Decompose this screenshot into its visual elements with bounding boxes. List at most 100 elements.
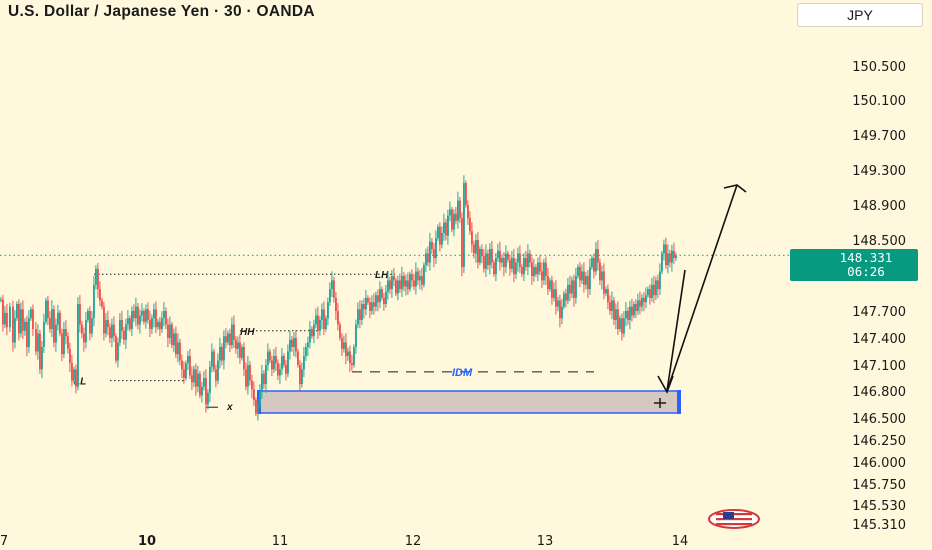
candle-body [417, 271, 419, 281]
candle-body [397, 280, 399, 294]
candle-body [623, 318, 625, 334]
candle-body [49, 318, 51, 329]
candle-body [357, 309, 359, 325]
demand-zone[interactable] [257, 390, 681, 414]
candle-body [467, 205, 469, 219]
candle-body [601, 271, 603, 281]
candle-body [519, 253, 521, 267]
candle-body [267, 351, 269, 365]
candle-body [465, 183, 467, 205]
candle-body [289, 339, 291, 352]
candle-body [667, 253, 669, 266]
candle-body [131, 311, 133, 329]
candle-body [285, 365, 287, 374]
projection-arrow[interactable] [657, 184, 747, 394]
x-label: x [226, 402, 233, 413]
candle-body [455, 213, 457, 221]
candle-body [303, 356, 305, 370]
candle-body [381, 289, 383, 298]
candle-body [237, 342, 239, 349]
candle-body [145, 309, 147, 322]
candle-body [525, 258, 527, 267]
price-tick-label: 145.310 [852, 518, 906, 533]
candle-body [99, 289, 101, 301]
candle-body [517, 253, 519, 263]
candle-body [277, 363, 279, 376]
candle-body [315, 315, 317, 325]
candle-body [0, 299, 2, 301]
candle-body [593, 258, 595, 272]
candle-body [141, 311, 143, 316]
candle-body [283, 356, 285, 365]
candle-body [339, 324, 341, 338]
price-axis[interactable]: 150.500 150.100 149.700 149.300 148.900 148.5… [852, 60, 906, 533]
candle-body [279, 369, 281, 376]
candle-body [659, 271, 661, 290]
candle-body [605, 289, 607, 294]
candle-body [547, 276, 549, 290]
candle-body [499, 250, 501, 263]
candle-body [6, 312, 8, 328]
candle-body [653, 284, 655, 296]
candle-body [169, 324, 171, 338]
candle-body [241, 347, 243, 358]
candle-body [233, 324, 235, 340]
candle-body [485, 253, 487, 269]
candle-body [649, 289, 651, 298]
candle-body [111, 324, 113, 338]
candle-body [69, 348, 71, 364]
time-axis[interactable]: 7 10 11 12 13 14 [0, 534, 688, 549]
candle-body [481, 249, 483, 257]
candle-body [569, 284, 571, 294]
candle-body [581, 271, 583, 281]
flag-canton [723, 512, 734, 519]
candle-body [217, 360, 219, 381]
candle-body [509, 259, 511, 269]
candle-body [271, 360, 273, 370]
candle-body [355, 324, 357, 347]
candle-body [183, 369, 185, 378]
candle-body [345, 342, 347, 356]
candle-body [113, 324, 115, 337]
candle-body [491, 249, 493, 263]
candle-body [439, 226, 441, 245]
candle-body [59, 312, 61, 334]
candle-body [14, 318, 16, 343]
candle-body [101, 300, 103, 307]
candle-body [225, 336, 227, 343]
candle-body [187, 356, 189, 364]
candle-body [477, 240, 479, 263]
candle-body [419, 276, 421, 281]
candle-body [401, 276, 403, 290]
candle-body [229, 333, 231, 346]
candle-body [317, 315, 319, 331]
candle-body [545, 262, 547, 276]
candle-body [71, 363, 73, 381]
demand-zone-group[interactable] [257, 390, 681, 414]
candle-body [107, 320, 109, 328]
candle-body [571, 280, 573, 294]
candle-body [135, 306, 137, 319]
candle-body [351, 363, 353, 365]
candle-body [619, 318, 621, 329]
candle-body [65, 329, 67, 337]
zone-right-handle[interactable] [677, 390, 681, 414]
candle-body [353, 347, 355, 365]
chart-title: U.S. Dollar / Japanese Yen · 30 · OANDA [8, 3, 315, 20]
candle-body [621, 318, 623, 334]
candle-body [559, 300, 561, 319]
candle-body [39, 333, 41, 370]
candle-body [143, 311, 145, 322]
candle-body [157, 321, 159, 328]
candle-body [599, 262, 601, 281]
candle-body [521, 267, 523, 275]
currency-button[interactable]: JPY [797, 3, 923, 27]
candle-body [259, 391, 261, 405]
candle-body [249, 365, 251, 381]
candle-body [507, 253, 509, 260]
candle-body [625, 311, 627, 319]
price-tick-label: 147.400 [852, 332, 906, 347]
price-tick-label: 150.500 [852, 60, 906, 75]
candle-body [493, 262, 495, 275]
time-tick-label: 12 [405, 534, 422, 549]
